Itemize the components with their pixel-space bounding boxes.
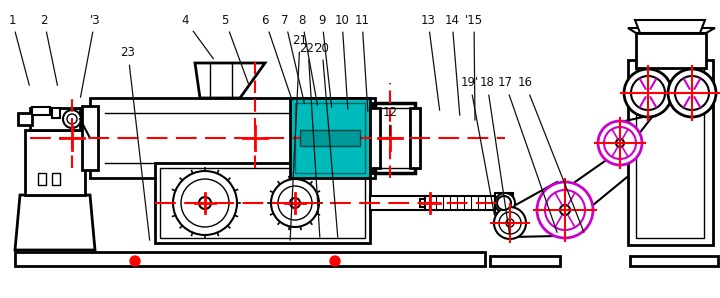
Polygon shape bbox=[15, 195, 95, 250]
Circle shape bbox=[278, 186, 312, 220]
Bar bbox=[410, 108, 420, 168]
Bar bbox=[425, 196, 495, 210]
Bar bbox=[380, 108, 410, 168]
Text: 5: 5 bbox=[221, 13, 249, 86]
Circle shape bbox=[494, 207, 526, 239]
Circle shape bbox=[624, 69, 672, 117]
Circle shape bbox=[545, 190, 585, 230]
Text: 9: 9 bbox=[318, 13, 332, 107]
Circle shape bbox=[631, 76, 665, 110]
Bar bbox=[82, 106, 98, 170]
Circle shape bbox=[537, 182, 593, 238]
Circle shape bbox=[130, 256, 140, 266]
Bar bbox=[38, 173, 46, 185]
Bar bbox=[15, 252, 485, 266]
Bar bbox=[630, 256, 718, 266]
Text: 14: 14 bbox=[444, 13, 460, 115]
Circle shape bbox=[668, 69, 716, 117]
Bar bbox=[420, 199, 432, 207]
Bar bbox=[52, 173, 60, 185]
Circle shape bbox=[181, 179, 229, 227]
Text: 18: 18 bbox=[480, 77, 510, 234]
Text: 17: 17 bbox=[498, 77, 557, 232]
Text: 21: 21 bbox=[290, 33, 307, 240]
Text: '15: '15 bbox=[465, 13, 483, 120]
Text: 10: 10 bbox=[335, 13, 349, 109]
Polygon shape bbox=[628, 28, 715, 33]
Circle shape bbox=[67, 114, 77, 124]
Bar bbox=[490, 256, 560, 266]
Bar bbox=[495, 193, 513, 213]
Bar bbox=[636, 63, 704, 238]
Bar bbox=[375, 103, 415, 173]
Bar bbox=[370, 108, 380, 168]
Text: 13: 13 bbox=[420, 13, 440, 110]
Bar bbox=[160, 168, 365, 238]
Bar bbox=[30, 108, 80, 130]
Bar bbox=[372, 103, 388, 173]
Text: 6: 6 bbox=[261, 13, 292, 100]
Bar bbox=[628, 60, 713, 245]
Circle shape bbox=[199, 197, 211, 209]
Circle shape bbox=[330, 256, 340, 266]
Text: 11: 11 bbox=[354, 13, 369, 111]
Bar bbox=[290, 98, 370, 178]
Bar bbox=[18, 113, 32, 125]
Circle shape bbox=[290, 198, 300, 208]
Text: 12: 12 bbox=[382, 106, 397, 135]
Bar bbox=[25, 130, 85, 195]
Text: 8: 8 bbox=[298, 13, 318, 105]
Text: 22': 22' bbox=[299, 41, 320, 237]
Bar bbox=[32, 107, 50, 115]
Text: 7: 7 bbox=[282, 13, 305, 103]
Text: 20: 20 bbox=[315, 41, 338, 237]
Circle shape bbox=[604, 127, 636, 159]
Circle shape bbox=[560, 205, 570, 215]
Polygon shape bbox=[635, 20, 705, 33]
Bar bbox=[155, 163, 370, 243]
Circle shape bbox=[616, 139, 624, 147]
Circle shape bbox=[499, 212, 521, 234]
Text: 19': 19' bbox=[461, 77, 495, 215]
Text: 4: 4 bbox=[181, 13, 213, 59]
Bar bbox=[636, 33, 706, 68]
Text: 16: 16 bbox=[518, 77, 584, 232]
Bar bbox=[90, 98, 375, 178]
Text: 1: 1 bbox=[8, 13, 30, 85]
Circle shape bbox=[271, 179, 319, 227]
Polygon shape bbox=[195, 63, 265, 98]
Text: 2: 2 bbox=[40, 13, 58, 85]
Text: 23: 23 bbox=[120, 46, 150, 240]
Circle shape bbox=[497, 196, 511, 210]
Bar bbox=[52, 108, 60, 118]
Circle shape bbox=[495, 193, 515, 213]
Bar bbox=[300, 130, 360, 146]
Circle shape bbox=[173, 171, 237, 235]
Circle shape bbox=[598, 121, 642, 165]
Bar bbox=[295, 103, 365, 173]
Text: '3: '3 bbox=[81, 13, 100, 97]
Bar bbox=[370, 196, 425, 210]
Circle shape bbox=[63, 110, 81, 128]
Circle shape bbox=[675, 76, 709, 110]
Circle shape bbox=[506, 219, 514, 227]
